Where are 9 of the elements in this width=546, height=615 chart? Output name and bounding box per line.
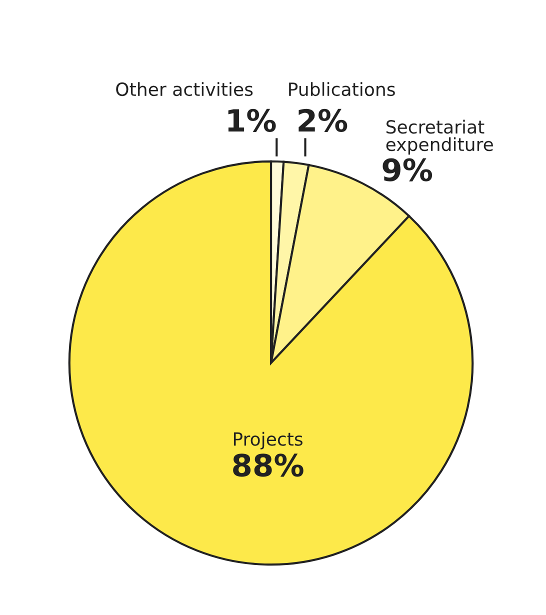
slice-label: Publications [289, 82, 395, 96]
pie-slice [68, 160, 474, 566]
slice-label: Secretariat expenditure [386, 120, 493, 155]
data-label: 9% [382, 158, 432, 182]
data-label: 1% [228, 108, 276, 132]
slice-label: Other activities [116, 82, 253, 96]
data-label: 88% [233, 454, 304, 477]
slice-label: Projects [234, 432, 302, 450]
data-label: 2% [298, 108, 348, 132]
